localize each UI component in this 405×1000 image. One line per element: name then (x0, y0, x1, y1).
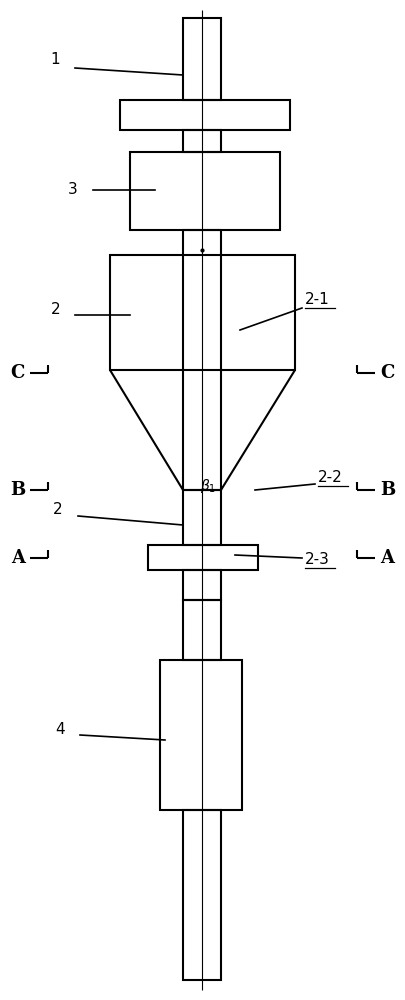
Bar (110, 255, 295, 370)
Bar (160, 660, 242, 810)
Bar (183, 600, 221, 660)
Text: 4: 4 (55, 722, 65, 738)
Bar (120, 100, 290, 130)
Text: B: B (10, 481, 25, 499)
Bar (183, 570, 221, 600)
Text: C: C (11, 364, 25, 382)
Bar (148, 545, 258, 570)
Text: B: B (380, 481, 395, 499)
Bar (130, 152, 280, 230)
Text: 2-2: 2-2 (318, 471, 343, 486)
Text: 2: 2 (52, 502, 62, 518)
Text: 2-3: 2-3 (305, 552, 330, 568)
Bar (183, 490, 221, 545)
Bar (183, 130, 221, 152)
Text: 1: 1 (50, 52, 60, 68)
Text: 2: 2 (50, 302, 60, 318)
Text: $\beta_1$: $\beta_1$ (200, 477, 216, 495)
Text: A: A (11, 549, 25, 567)
Text: 3: 3 (68, 182, 78, 198)
Bar (183, 810, 221, 980)
Bar (183, 18, 221, 100)
Text: 2-1: 2-1 (305, 292, 330, 308)
Text: A: A (380, 549, 394, 567)
Text: C: C (380, 364, 394, 382)
